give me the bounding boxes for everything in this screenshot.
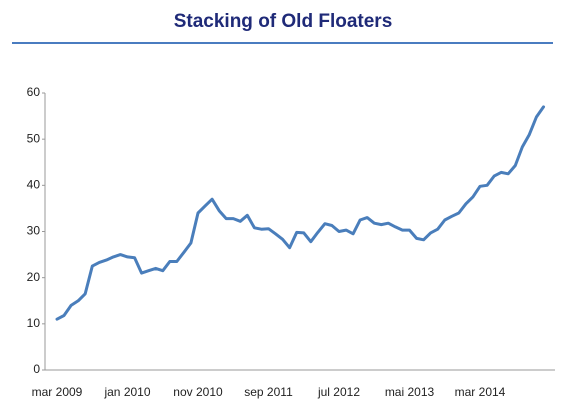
y-tick-label: 40 [27, 178, 41, 192]
y-tick-label: 50 [27, 131, 41, 145]
x-tick-label: mar 2009 [32, 385, 83, 399]
y-tick-label: 30 [27, 224, 41, 238]
y-tick-label: 0 [33, 362, 40, 376]
x-tick-label: nov 2010 [173, 385, 223, 399]
chart-title: Stacking of Old Floaters [174, 11, 393, 32]
x-tick-label: mai 2013 [385, 385, 435, 399]
x-tick-label: jul 2012 [317, 385, 360, 399]
x-tick-label: sep 2011 [244, 385, 293, 399]
x-tick-label: jan 2010 [103, 385, 150, 399]
y-tick-label: 10 [27, 316, 41, 330]
x-tick-label: mar 2014 [455, 385, 506, 399]
y-tick-label: 60 [27, 85, 41, 99]
y-tick-label: 20 [27, 270, 41, 284]
data-line [55, 105, 545, 321]
